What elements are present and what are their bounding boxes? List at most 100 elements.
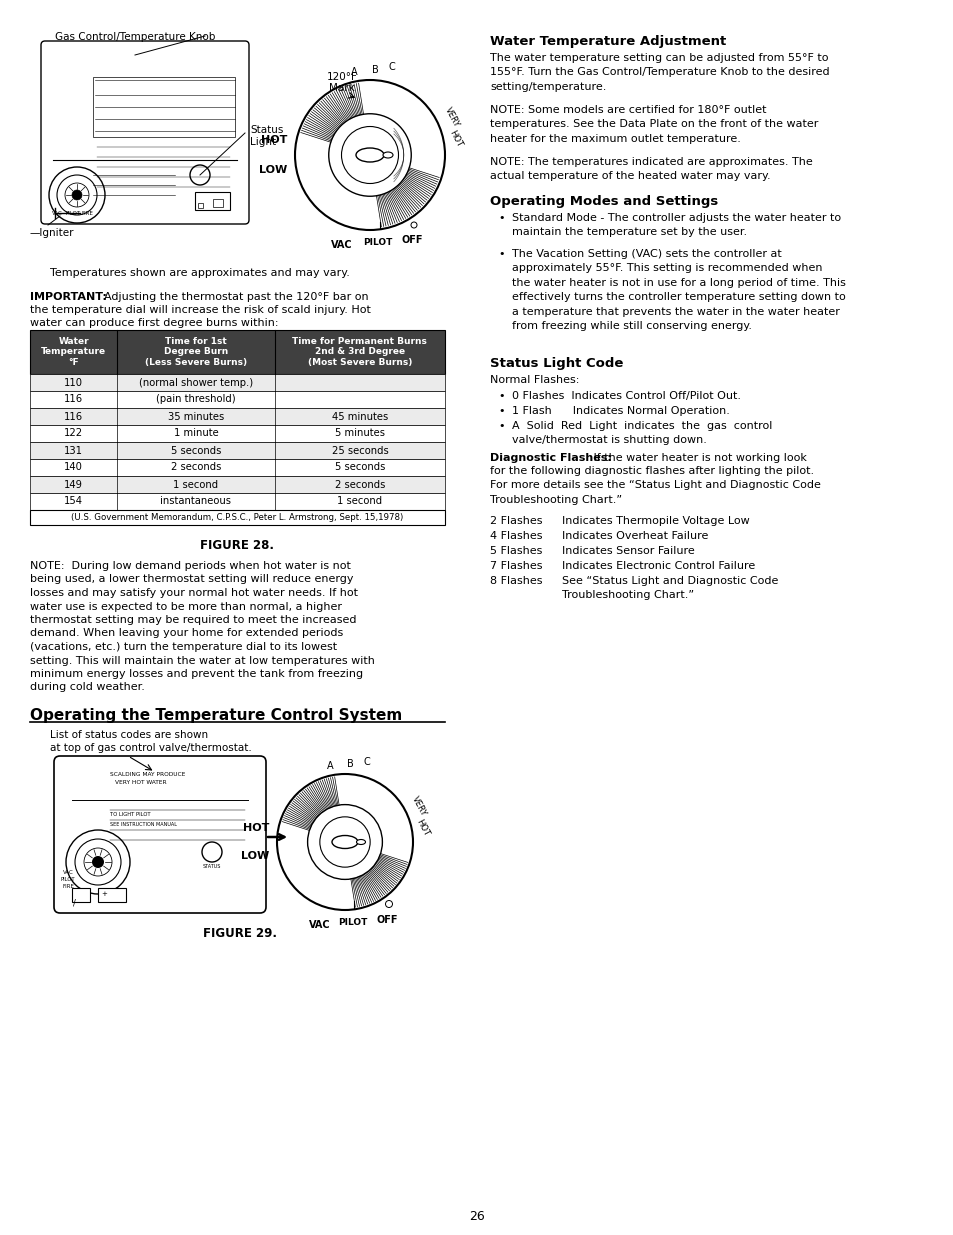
Text: The Vacation Setting (VAC) sets the controller at
approximately 55°F. This setti: The Vacation Setting (VAC) sets the cont… bbox=[512, 249, 845, 331]
Text: B: B bbox=[372, 65, 378, 75]
Text: VAC: VAC bbox=[63, 869, 73, 876]
Circle shape bbox=[294, 80, 444, 230]
Text: minimum energy losses and prevent the tank from freezing: minimum energy losses and prevent the ta… bbox=[30, 669, 363, 679]
Text: 149: 149 bbox=[64, 479, 83, 489]
Circle shape bbox=[319, 816, 370, 867]
Text: VAC: VAC bbox=[309, 920, 331, 930]
Circle shape bbox=[307, 804, 382, 879]
Ellipse shape bbox=[355, 148, 384, 162]
Text: A: A bbox=[326, 761, 333, 771]
Text: •: • bbox=[497, 212, 504, 224]
Text: 1 Flash      Indicates Normal Operation.: 1 Flash Indicates Normal Operation. bbox=[512, 406, 729, 416]
Text: Time for 1st
Degree Burn
(Less Severe Burns): Time for 1st Degree Burn (Less Severe Bu… bbox=[145, 337, 247, 367]
Circle shape bbox=[49, 167, 105, 224]
Text: 116: 116 bbox=[64, 394, 83, 405]
Text: VERY: VERY bbox=[410, 795, 428, 818]
Ellipse shape bbox=[356, 840, 365, 845]
Text: SEE INSTRUCTION MANUAL: SEE INSTRUCTION MANUAL bbox=[110, 823, 177, 827]
Bar bbox=[30, 330, 444, 374]
Text: PILOT: PILOT bbox=[66, 211, 80, 216]
Text: thermostat setting may be required to meet the increased: thermostat setting may be required to me… bbox=[30, 615, 356, 625]
Text: Operating the Temperature Control System: Operating the Temperature Control System bbox=[30, 708, 402, 722]
Circle shape bbox=[329, 114, 411, 196]
Text: See “Status Light and Diagnostic Code
Troubleshooting Chart.”: See “Status Light and Diagnostic Code Tr… bbox=[561, 576, 778, 600]
Circle shape bbox=[75, 839, 121, 885]
Text: for the following diagnostic flashes after lighting the pilot.
For more details : for the following diagnostic flashes aft… bbox=[490, 466, 820, 505]
Bar bbox=[30, 493, 444, 510]
Text: VERY HOT WATER: VERY HOT WATER bbox=[115, 781, 167, 785]
Bar bbox=[98, 888, 126, 902]
Text: Status
Light: Status Light bbox=[250, 125, 283, 147]
Text: 45 minutes: 45 minutes bbox=[332, 411, 388, 421]
Text: (U.S. Government Memorandum, C.P.S.C., Peter L. Armstrong, Sept. 15,1978): (U.S. Government Memorandum, C.P.S.C., P… bbox=[71, 513, 403, 522]
Text: 4 Flashes: 4 Flashes bbox=[490, 531, 542, 541]
Text: •: • bbox=[497, 421, 504, 431]
Text: 5 minutes: 5 minutes bbox=[335, 429, 384, 438]
Circle shape bbox=[65, 183, 89, 207]
Text: PILOT: PILOT bbox=[363, 238, 393, 247]
Text: water use is expected to be more than normal, a higher: water use is expected to be more than no… bbox=[30, 601, 341, 611]
Bar bbox=[30, 442, 444, 459]
Text: 1 second: 1 second bbox=[337, 496, 382, 506]
Text: (vacations, etc.) turn the temperature dial to its lowest: (vacations, etc.) turn the temperature d… bbox=[30, 642, 336, 652]
Text: 110: 110 bbox=[64, 378, 83, 388]
Bar bbox=[213, 199, 223, 207]
Text: A: A bbox=[351, 67, 357, 77]
Text: Time for Permanent Burns
2nd & 3rd Degree
(Most Severe Burns): Time for Permanent Burns 2nd & 3rd Degre… bbox=[293, 337, 427, 367]
Bar bbox=[30, 510, 444, 525]
Text: 116: 116 bbox=[64, 411, 83, 421]
Text: 122: 122 bbox=[64, 429, 83, 438]
Text: Normal Flashes:: Normal Flashes: bbox=[490, 375, 578, 385]
Text: Mark: Mark bbox=[329, 83, 355, 93]
Text: /: / bbox=[72, 898, 75, 906]
Circle shape bbox=[202, 842, 222, 862]
Text: B: B bbox=[346, 760, 353, 769]
Text: (pain threshold): (pain threshold) bbox=[156, 394, 235, 405]
Text: VAC: VAC bbox=[51, 211, 62, 216]
Text: 0 Flashes  Indicates Control Off/Pilot Out.: 0 Flashes Indicates Control Off/Pilot Ou… bbox=[512, 391, 740, 401]
Text: NOTE: The temperatures indicated are approximates. The
actual temperature of the: NOTE: The temperatures indicated are app… bbox=[490, 157, 812, 182]
Text: 25 seconds: 25 seconds bbox=[332, 446, 388, 456]
Text: +: + bbox=[101, 890, 107, 897]
Text: PILOT: PILOT bbox=[61, 877, 75, 882]
Text: The water temperature setting can be adjusted from 55°F to
155°F. Turn the Gas C: The water temperature setting can be adj… bbox=[490, 53, 829, 91]
FancyBboxPatch shape bbox=[41, 41, 249, 224]
Text: being used, a lower thermostat setting will reduce energy: being used, a lower thermostat setting w… bbox=[30, 574, 354, 584]
Text: FIRE: FIRE bbox=[81, 211, 92, 216]
Text: 5 seconds: 5 seconds bbox=[335, 462, 385, 473]
Text: at top of gas control valve/thermostat.: at top of gas control valve/thermostat. bbox=[50, 743, 252, 753]
Text: TO LIGHT PILOT: TO LIGHT PILOT bbox=[110, 811, 151, 818]
Text: NOTE:  During low demand periods when hot water is not: NOTE: During low demand periods when hot… bbox=[30, 561, 351, 571]
Text: 1 second: 1 second bbox=[173, 479, 218, 489]
Text: setting. This will maintain the water at low temperatures with: setting. This will maintain the water at… bbox=[30, 656, 375, 666]
Circle shape bbox=[341, 126, 398, 184]
Text: 1 minute: 1 minute bbox=[173, 429, 218, 438]
Text: HOT: HOT bbox=[414, 818, 430, 839]
Text: 2 Flashes: 2 Flashes bbox=[490, 516, 542, 526]
Bar bbox=[198, 203, 203, 207]
Text: the temperature dial will increase the risk of scald injury. Hot: the temperature dial will increase the r… bbox=[30, 305, 371, 315]
Text: instantaneous: instantaneous bbox=[160, 496, 232, 506]
Text: C: C bbox=[363, 757, 370, 767]
Circle shape bbox=[385, 900, 392, 908]
Text: 26: 26 bbox=[469, 1210, 484, 1223]
Text: losses and may satisfy your normal hot water needs. If hot: losses and may satisfy your normal hot w… bbox=[30, 588, 357, 598]
Text: FIGURE 29.: FIGURE 29. bbox=[203, 927, 276, 940]
Text: •: • bbox=[497, 406, 504, 416]
Bar bbox=[30, 459, 444, 475]
Text: 131: 131 bbox=[64, 446, 83, 456]
Bar bbox=[30, 374, 444, 391]
Bar bbox=[71, 888, 90, 902]
Bar bbox=[30, 425, 444, 442]
Text: Operating Modes and Settings: Operating Modes and Settings bbox=[490, 195, 718, 207]
Text: OFF: OFF bbox=[401, 235, 422, 245]
Text: Indicates Sensor Failure: Indicates Sensor Failure bbox=[561, 546, 694, 556]
Text: Adjusting the thermostat past the 120°F bar on: Adjusting the thermostat past the 120°F … bbox=[97, 291, 368, 303]
Text: 5 Flashes: 5 Flashes bbox=[490, 546, 542, 556]
Text: List of status codes are shown: List of status codes are shown bbox=[50, 730, 208, 740]
Text: FIGURE 28.: FIGURE 28. bbox=[200, 538, 274, 552]
Text: 35 minutes: 35 minutes bbox=[168, 411, 224, 421]
Text: VAC: VAC bbox=[331, 240, 353, 249]
Bar bbox=[92, 77, 234, 137]
FancyBboxPatch shape bbox=[54, 756, 266, 913]
